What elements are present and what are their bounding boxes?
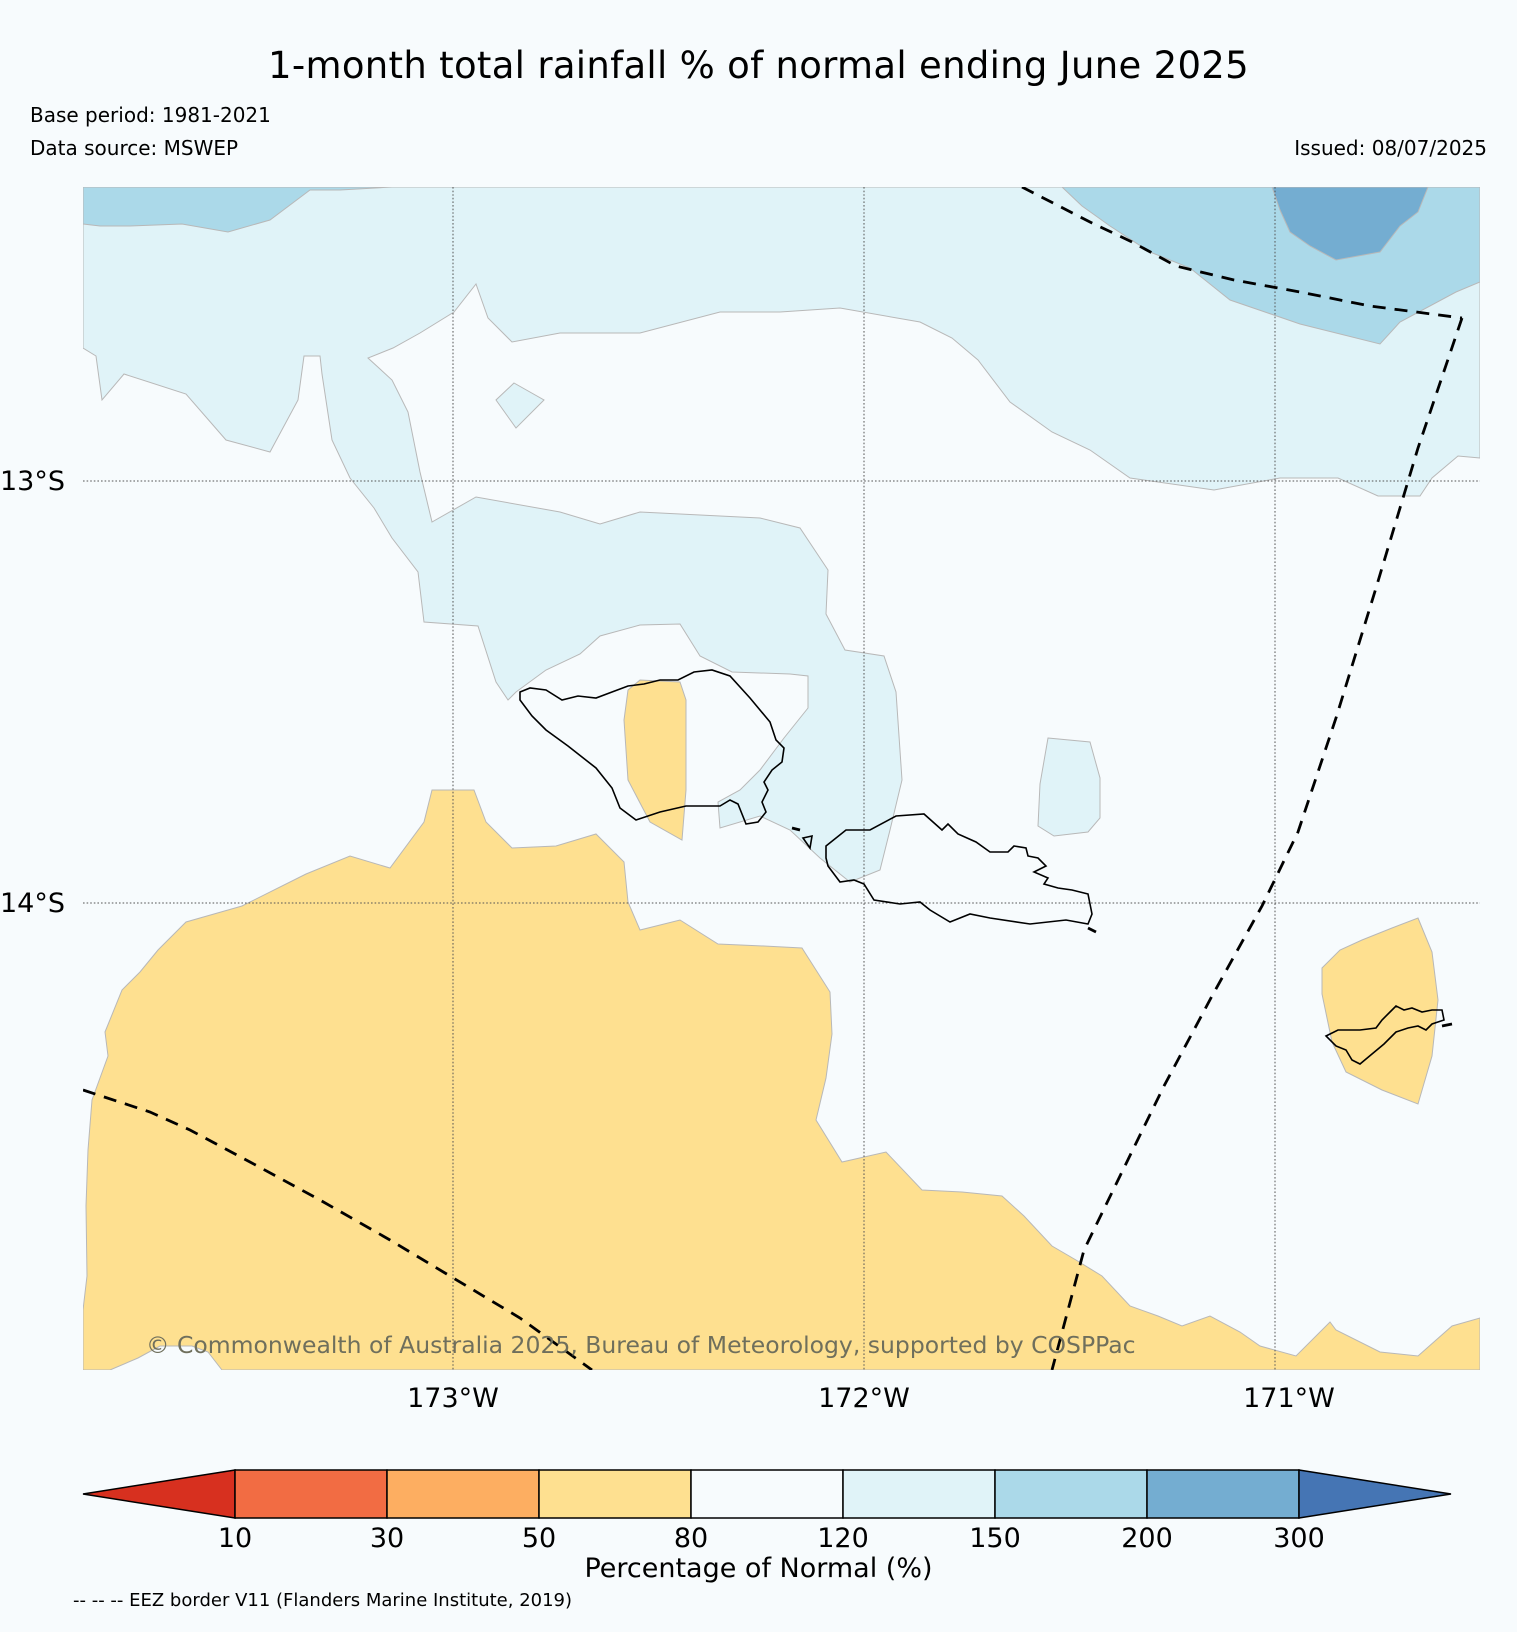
base-period: Base period: 1981-2021 xyxy=(30,103,271,127)
eez-border-savaii-stub xyxy=(791,826,801,832)
colorbar-segment-120-150 xyxy=(842,1469,996,1519)
colorbar-segment-10-30 xyxy=(234,1469,388,1519)
eez-footnote: -- -- -- EEZ border V11 (Flanders Marine… xyxy=(73,1590,573,1611)
colorbar-segment-150-200 xyxy=(994,1469,1148,1519)
eez-borders xyxy=(83,187,1464,1370)
region-120-150-islet xyxy=(495,382,545,429)
coastline-upolu xyxy=(825,813,1093,925)
colorbar xyxy=(82,1469,1452,1519)
region-150-200-northwest xyxy=(83,187,393,233)
lon-label-172w: 172°W xyxy=(818,1383,910,1414)
lon-label-173w: 173°W xyxy=(407,1383,499,1414)
colorbar-segment-200-300 xyxy=(1146,1469,1300,1519)
colorbar-segment-50-80 xyxy=(538,1469,692,1519)
region-120-150-north xyxy=(83,187,1480,883)
colorbar-tick-50: 50 xyxy=(522,1523,556,1554)
page-title: 1-month total rainfall % of normal endin… xyxy=(268,44,1249,87)
copyright-notice: © Commonwealth of Australia 2025, Bureau… xyxy=(146,1331,1136,1359)
region-50-80-inland xyxy=(623,679,687,841)
eez-border-upolu-stub xyxy=(1087,926,1097,934)
graticule xyxy=(83,187,1480,1370)
coastline-tutuila xyxy=(1324,1005,1445,1065)
map-area: © Commonwealth of Australia 2025, Bureau… xyxy=(83,187,1480,1370)
eez-border-tutuila-stub xyxy=(1441,1022,1453,1028)
colorbar-tick-10: 10 xyxy=(218,1523,252,1554)
lat-label-13s: 13°S xyxy=(0,466,65,497)
region-50-80-south xyxy=(83,789,1480,1370)
eez-border-north xyxy=(1021,187,1463,320)
colorbar-title: Percentage of Normal (%) xyxy=(584,1553,933,1584)
colorbar-tick-80: 80 xyxy=(674,1523,708,1554)
lat-label-14s: 14°S xyxy=(0,888,65,919)
colorbar-segment-over-300 xyxy=(1298,1469,1452,1519)
colorbar-tick-30: 30 xyxy=(370,1523,404,1554)
colorbar-segment-80-120 xyxy=(690,1469,844,1519)
data-source: Data source: MSWEP xyxy=(30,136,239,160)
colorbar-tick-120: 120 xyxy=(817,1523,869,1554)
colorbar-tick-200: 200 xyxy=(1121,1523,1173,1554)
eez-border-southwest xyxy=(83,1088,593,1370)
coastline-manono xyxy=(801,834,813,851)
region-200-300 xyxy=(1271,187,1429,261)
issued-date: Issued: 08/07/2025 xyxy=(1294,136,1487,160)
coastlines xyxy=(519,669,1445,1065)
region-120-150-east xyxy=(1037,737,1101,837)
colorbar-tick-150: 150 xyxy=(969,1523,1021,1554)
colorbar-segment-under-10 xyxy=(82,1469,236,1519)
colorbar-segment-30-50 xyxy=(386,1469,540,1519)
coastline-savaii xyxy=(519,669,785,825)
lon-label-171w: 171°W xyxy=(1243,1383,1335,1414)
eez-border-east xyxy=(1050,317,1464,1370)
colorbar-tick-300: 300 xyxy=(1273,1523,1325,1554)
